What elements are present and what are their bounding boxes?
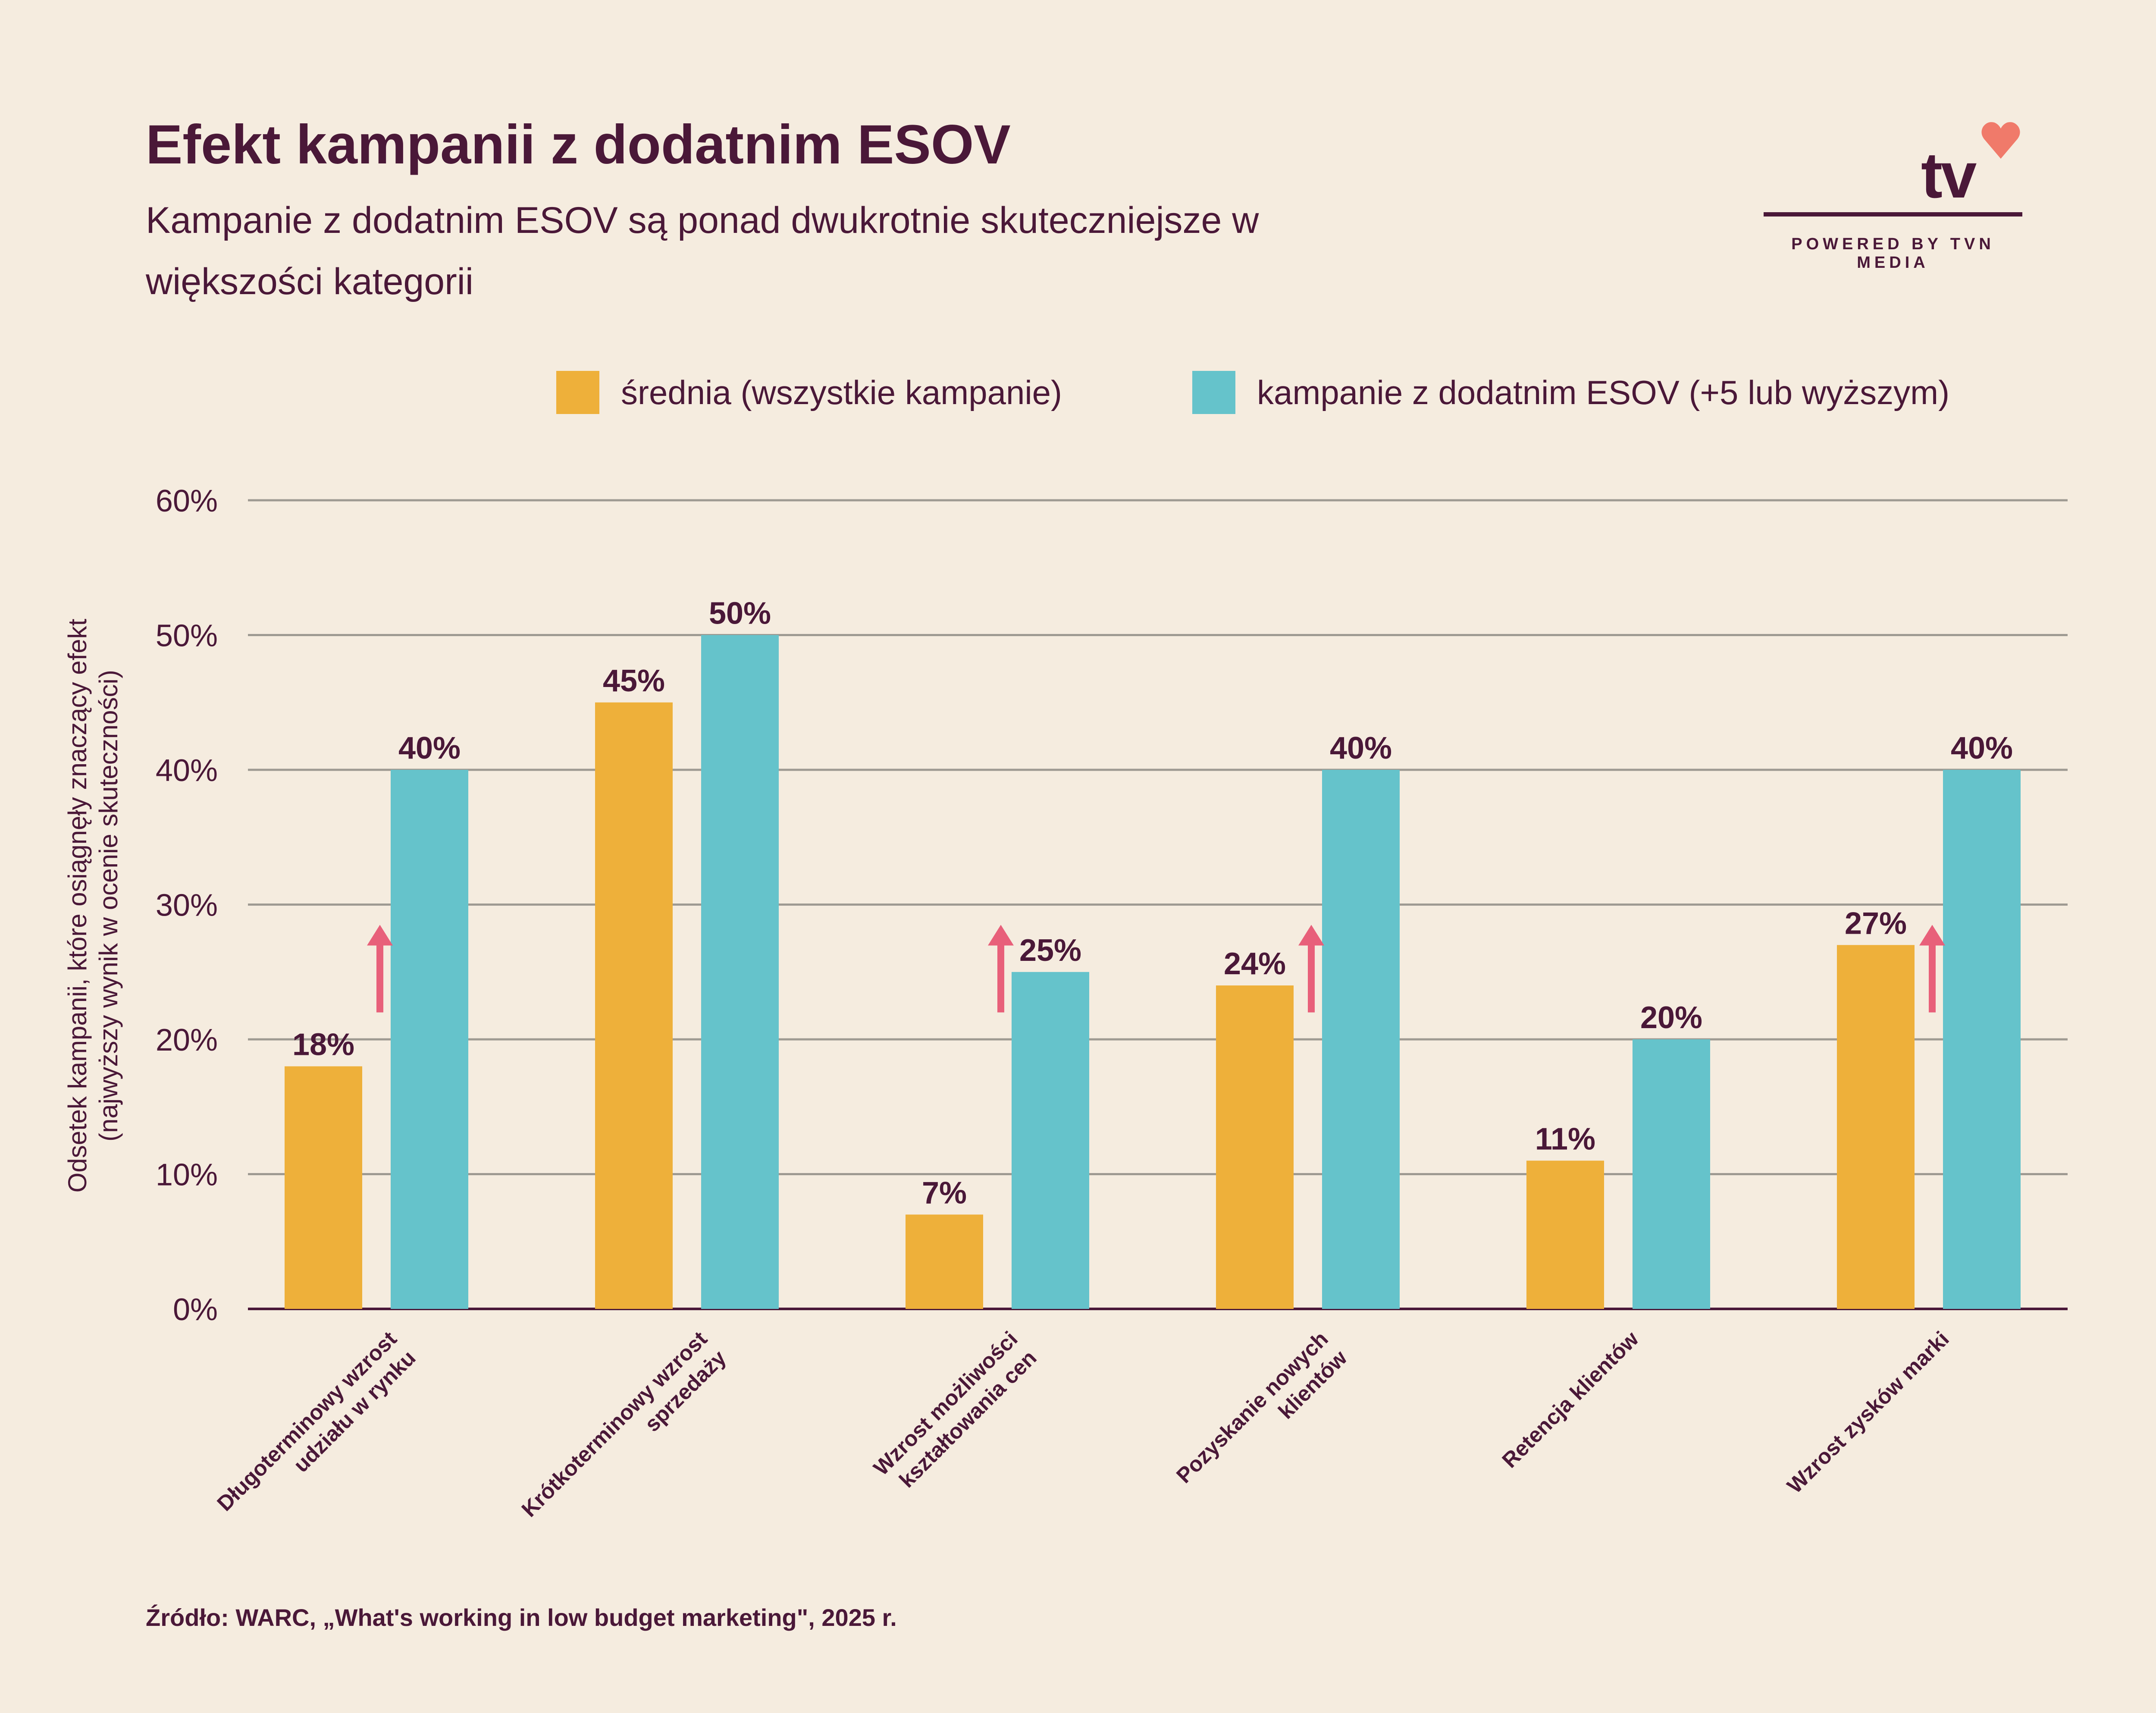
bar-average xyxy=(1216,985,1294,1309)
legend-swatch-esov xyxy=(1192,371,1235,414)
data-label: 40% xyxy=(1951,731,2013,766)
y-tick-label: 40% xyxy=(156,753,218,788)
heart-icon xyxy=(1981,122,2020,159)
uplift-arrow-icon xyxy=(367,925,393,946)
bar-esov xyxy=(1322,770,1400,1309)
x-tick-label-line: Wzrost zysków marki xyxy=(1783,1327,1954,1498)
x-tick-label-line: Retencja klientów xyxy=(1498,1327,1643,1472)
data-label: 7% xyxy=(922,1176,967,1210)
bar-esov xyxy=(1943,770,2021,1309)
bar-average xyxy=(1837,945,1915,1309)
bar-average xyxy=(906,1214,983,1309)
bar-esov xyxy=(701,635,779,1309)
bar-average xyxy=(285,1066,362,1309)
y-tick-label: 50% xyxy=(156,619,218,653)
uplift-arrow-icon xyxy=(1298,925,1324,946)
legend-item-esov: kampanie z dodatnim ESOV (+5 lub wyższym… xyxy=(1192,371,1949,414)
data-label: 40% xyxy=(1330,731,1392,766)
page-title: Efekt kampanii z dodatnim ESOV xyxy=(146,114,1011,176)
bar-average xyxy=(595,702,673,1309)
bar-esov xyxy=(1012,972,1089,1309)
page-subtitle: Kampanie z dodatnim ESOV są ponad dwukro… xyxy=(146,200,1259,302)
logo-divider xyxy=(1764,212,2022,216)
x-tick-label-line: Krótkoterminowy wzrost xyxy=(517,1327,712,1522)
uplift-arrow-icon xyxy=(1919,925,1945,946)
data-label: 45% xyxy=(603,664,665,698)
y-tick-label: 30% xyxy=(156,888,218,923)
y-axis-title: Odsetek kampanii, które osiągnęły znaczą… xyxy=(63,618,123,1192)
x-tick-label-line: Długoterminowy wzrost xyxy=(212,1327,401,1516)
data-label: 50% xyxy=(709,596,771,631)
x-tick-label: Krótkoterminowy wzrostsprzedaży xyxy=(517,1327,731,1540)
brand-logo: tv POWERED BY TVN MEDIA xyxy=(1764,121,2022,272)
legend-swatch-average xyxy=(556,371,599,414)
logo-text: tv xyxy=(1921,139,1977,211)
y-tick-label: 10% xyxy=(156,1158,218,1192)
y-axis-title-line: Odsetek kampanii, które osiągnęły znaczą… xyxy=(63,618,92,1192)
data-label: 40% xyxy=(398,731,461,766)
x-tick-label: Długoterminowy wzrostudziału w rynku xyxy=(212,1327,420,1534)
logo-tagline: POWERED BY TVN MEDIA xyxy=(1791,235,1995,272)
legend-item-average: średnia (wszystkie kampanie) xyxy=(556,371,1062,414)
legend-label-average: średnia (wszystkie kampanie) xyxy=(621,373,1062,411)
bar-esov xyxy=(391,770,468,1309)
x-tick-label: Wzrost możliwościkształtowania cen xyxy=(869,1327,1041,1499)
data-label: 24% xyxy=(1224,947,1286,981)
bar-average xyxy=(1526,1161,1604,1309)
x-tick-label: Pozyskanie nowychklientów xyxy=(1172,1327,1352,1507)
uplift-arrow-icon xyxy=(988,925,1014,946)
legend-label-esov: kampanie z dodatnim ESOV (+5 lub wyższym… xyxy=(1257,373,1950,411)
y-tick-label: 60% xyxy=(156,484,218,518)
x-tick-label: Wzrost zysków marki xyxy=(1783,1327,1954,1498)
y-tick-label: 0% xyxy=(173,1293,218,1327)
data-label: 11% xyxy=(1535,1122,1595,1156)
data-label: 18% xyxy=(292,1028,354,1062)
source-note: Źródło: WARC, „What's working in low bud… xyxy=(146,1604,897,1631)
data-label: 27% xyxy=(1845,906,1907,941)
x-tick-label-line: Pozyskanie nowych xyxy=(1172,1327,1333,1488)
y-axis-title-line: (najwyższy wynik w ocenie skuteczności) xyxy=(94,670,123,1142)
data-label: 25% xyxy=(1019,933,1081,968)
y-tick-label: 20% xyxy=(156,1023,218,1057)
bar-esov xyxy=(1633,1039,1710,1309)
x-tick-label: Retencja klientów xyxy=(1498,1327,1643,1472)
data-label: 20% xyxy=(1640,1001,1702,1035)
